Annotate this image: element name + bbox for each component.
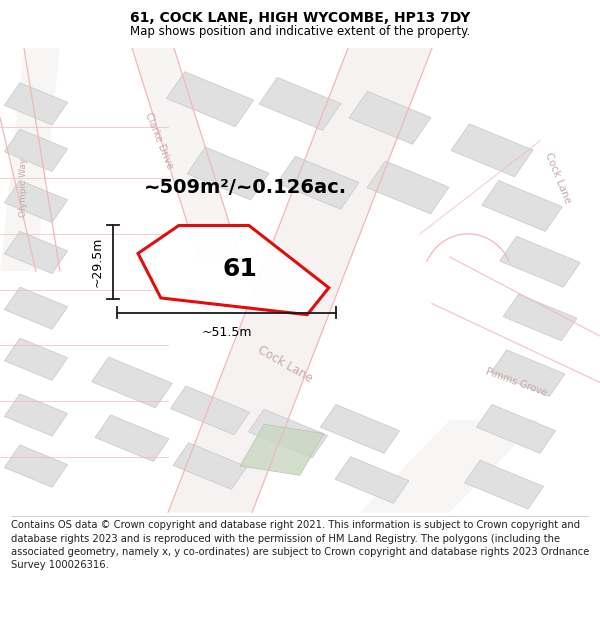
Polygon shape (4, 445, 68, 487)
Polygon shape (259, 78, 341, 130)
Polygon shape (0, 48, 60, 271)
Polygon shape (320, 404, 400, 453)
Polygon shape (170, 386, 250, 435)
Text: Pimms Grove: Pimms Grove (484, 367, 548, 398)
Text: Olympic Way: Olympic Way (19, 158, 29, 217)
Polygon shape (248, 409, 328, 458)
Text: Map shows position and indicative extent of the property.: Map shows position and indicative extent… (130, 24, 470, 38)
Text: ~29.5m: ~29.5m (91, 236, 104, 287)
Polygon shape (476, 404, 556, 453)
Polygon shape (240, 424, 324, 476)
Polygon shape (491, 350, 565, 396)
Polygon shape (173, 442, 247, 489)
Text: ~51.5m: ~51.5m (201, 326, 252, 339)
Polygon shape (4, 338, 68, 381)
Polygon shape (4, 287, 68, 329)
Polygon shape (500, 236, 580, 287)
Text: 61, COCK LANE, HIGH WYCOMBE, HP13 7DY: 61, COCK LANE, HIGH WYCOMBE, HP13 7DY (130, 11, 470, 24)
Polygon shape (4, 82, 68, 125)
Polygon shape (132, 48, 240, 257)
Polygon shape (367, 161, 449, 214)
Polygon shape (360, 419, 540, 512)
Polygon shape (138, 226, 329, 314)
Polygon shape (464, 460, 544, 509)
Text: Cock Lane: Cock Lane (256, 343, 314, 385)
Polygon shape (92, 357, 172, 408)
Polygon shape (349, 91, 431, 144)
Polygon shape (4, 231, 68, 274)
Polygon shape (4, 129, 68, 171)
Polygon shape (166, 72, 254, 127)
Text: Contains OS data © Crown copyright and database right 2021. This information is : Contains OS data © Crown copyright and d… (11, 521, 589, 570)
Polygon shape (4, 394, 68, 436)
Text: 61: 61 (223, 257, 257, 281)
Polygon shape (4, 180, 68, 222)
Text: Cock Lane: Cock Lane (543, 151, 573, 205)
Text: ~509m²/~0.126ac.: ~509m²/~0.126ac. (144, 178, 347, 197)
Polygon shape (335, 457, 409, 503)
Polygon shape (277, 156, 359, 209)
Polygon shape (95, 415, 169, 461)
Text: Clarke Drive: Clarke Drive (143, 111, 175, 171)
Polygon shape (482, 181, 562, 231)
Polygon shape (503, 294, 577, 341)
Polygon shape (451, 124, 533, 177)
Polygon shape (187, 147, 269, 200)
Polygon shape (168, 48, 432, 512)
